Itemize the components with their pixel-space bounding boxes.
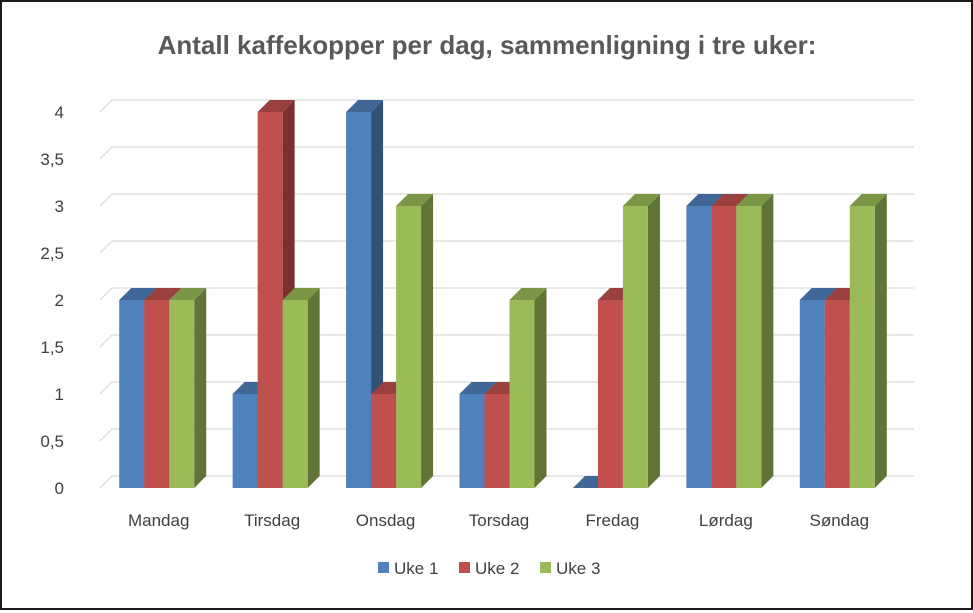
y-tick-label: 1 bbox=[55, 385, 64, 404]
bar bbox=[849, 194, 887, 488]
bar-front bbox=[711, 206, 737, 488]
bar-top bbox=[509, 288, 547, 300]
bar-side bbox=[874, 194, 887, 488]
bar-top bbox=[169, 288, 207, 300]
bar-front bbox=[144, 300, 170, 488]
x-axis-labels: Mandag Tirsdag Onsdag Torsdag Fredag Lørdag Sø… bbox=[128, 511, 869, 530]
y-axis-ticks: 0 0,5 1 1,5 2 2,5 3 3,5 4 bbox=[40, 103, 64, 498]
bar-top bbox=[346, 100, 384, 112]
bar bbox=[736, 194, 774, 488]
gridline bbox=[99, 240, 914, 254]
bar bbox=[509, 288, 547, 488]
gridlines bbox=[99, 99, 914, 489]
bar-front bbox=[232, 394, 258, 488]
chart-title: Antall kaffekopper per dag, sammenlignin… bbox=[158, 30, 817, 60]
y-tick-label: 1,5 bbox=[40, 338, 64, 357]
bar-front bbox=[371, 394, 397, 488]
bar-top bbox=[257, 100, 295, 112]
legend-swatch bbox=[459, 562, 470, 573]
gridline bbox=[99, 193, 914, 207]
x-tick-label: Tirsdag bbox=[244, 511, 300, 530]
y-tick-label: 0 bbox=[55, 479, 64, 498]
gridline bbox=[99, 334, 914, 348]
gridline bbox=[99, 99, 914, 113]
bar bbox=[282, 288, 320, 488]
bar-top bbox=[849, 194, 887, 206]
bar-top bbox=[119, 288, 157, 300]
legend-item: Uke 2 bbox=[459, 559, 519, 578]
bar-front bbox=[396, 206, 422, 488]
legend-label: Uke 3 bbox=[556, 559, 600, 578]
bar-front bbox=[622, 206, 648, 488]
y-tick-label: 3 bbox=[55, 197, 64, 216]
legend-label: Uke 1 bbox=[394, 559, 438, 578]
x-tick-label: Lørdag bbox=[699, 511, 753, 530]
bar-front bbox=[169, 300, 195, 488]
bar-front bbox=[257, 112, 283, 488]
bar-side bbox=[421, 194, 434, 488]
gridline bbox=[99, 287, 914, 301]
bar bbox=[169, 288, 207, 488]
legend-label: Uke 2 bbox=[475, 559, 519, 578]
legend-swatch bbox=[378, 562, 389, 573]
bar-front bbox=[119, 300, 145, 488]
bar-side bbox=[307, 288, 320, 488]
bar-front bbox=[736, 206, 762, 488]
bar-front bbox=[459, 394, 485, 488]
bar-front bbox=[282, 300, 308, 488]
bar-side bbox=[534, 288, 547, 488]
bar-front bbox=[484, 394, 510, 488]
x-tick-label: Fredag bbox=[585, 511, 639, 530]
y-tick-label: 2,5 bbox=[40, 244, 64, 263]
x-tick-label: Onsdag bbox=[356, 511, 416, 530]
bar-front bbox=[799, 300, 825, 488]
y-tick-label: 4 bbox=[55, 103, 64, 122]
bar-top bbox=[711, 194, 749, 206]
x-tick-label: Søndag bbox=[810, 511, 870, 530]
x-tick-label: Torsdag bbox=[469, 511, 529, 530]
legend: Uke 1 Uke 2 Uke 3 bbox=[378, 559, 600, 578]
bar-top bbox=[736, 194, 774, 206]
bar-side bbox=[761, 194, 774, 488]
gridline bbox=[99, 146, 914, 160]
legend-item: Uke 1 bbox=[378, 559, 438, 578]
y-tick-label: 3,5 bbox=[40, 150, 64, 169]
bar-front bbox=[686, 206, 712, 488]
bar-top bbox=[686, 194, 724, 206]
bar-top bbox=[799, 288, 837, 300]
bar-top bbox=[396, 194, 434, 206]
bar-top bbox=[144, 288, 182, 300]
legend-item: Uke 3 bbox=[540, 559, 600, 578]
bar bbox=[622, 194, 660, 488]
bar-front bbox=[824, 300, 850, 488]
bar-side bbox=[647, 194, 660, 488]
bar-top bbox=[459, 382, 497, 394]
y-tick-label: 2 bbox=[55, 291, 64, 310]
bar-front bbox=[849, 206, 875, 488]
bars bbox=[119, 100, 887, 488]
y-tick-label: 0,5 bbox=[40, 432, 64, 451]
bar-top bbox=[282, 288, 320, 300]
bar-front bbox=[346, 112, 372, 488]
bar bbox=[396, 194, 434, 488]
bar-front bbox=[597, 300, 623, 488]
legend-swatch bbox=[540, 562, 551, 573]
bar-top bbox=[622, 194, 660, 206]
x-tick-label: Mandag bbox=[128, 511, 189, 530]
bar-side bbox=[194, 288, 207, 488]
bar-front bbox=[509, 300, 535, 488]
